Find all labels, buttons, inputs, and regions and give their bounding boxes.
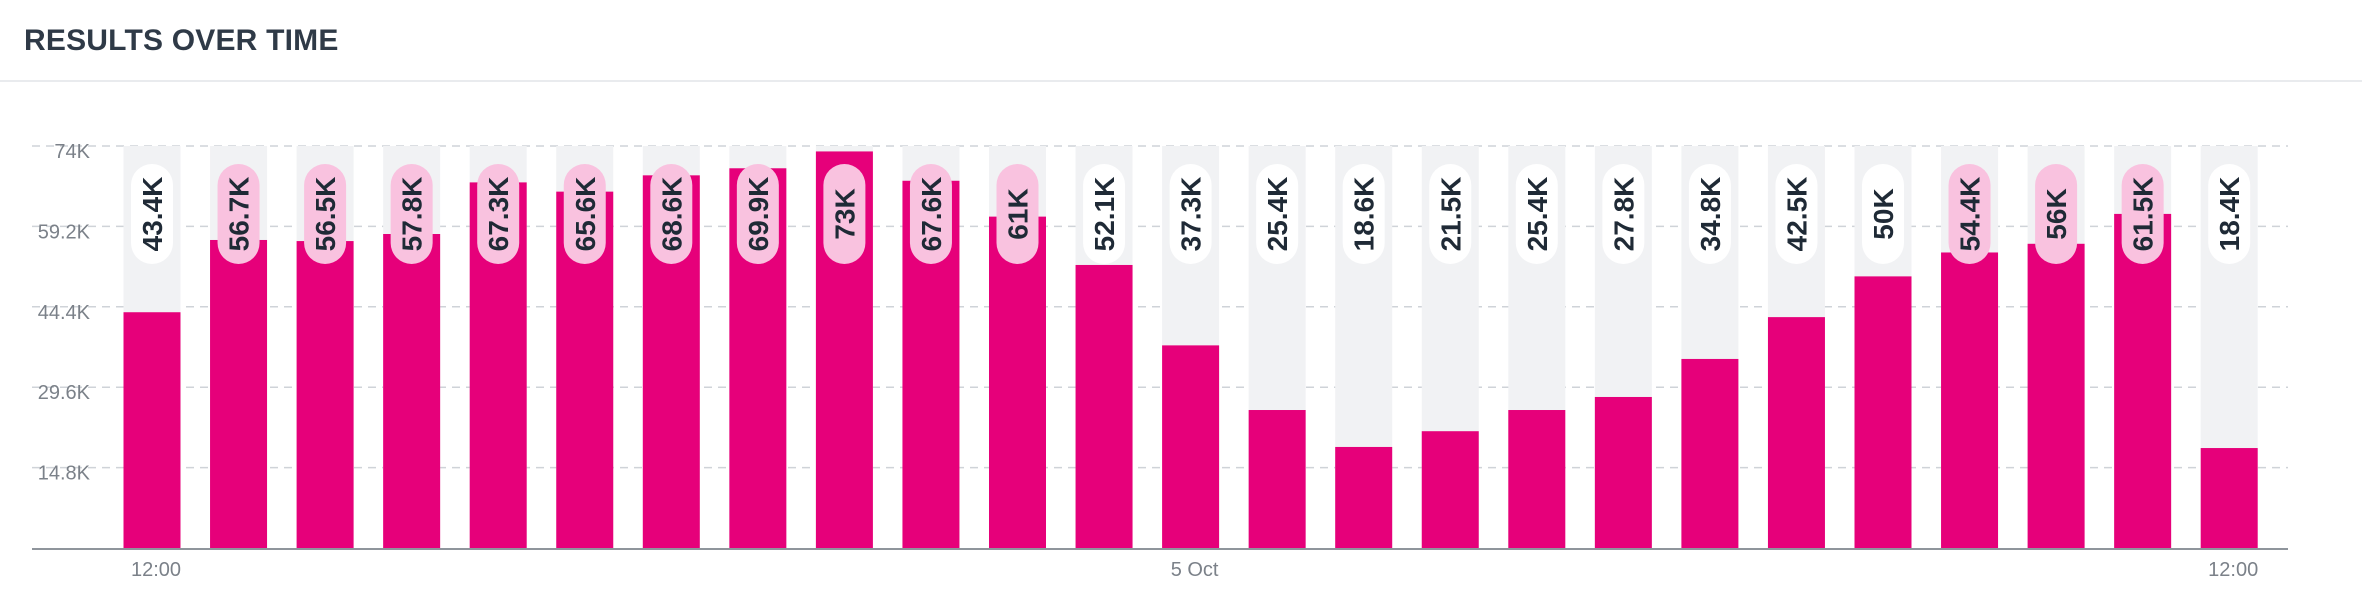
bar[interactable] xyxy=(123,312,181,548)
y-tick-label: 29.6K xyxy=(38,382,91,404)
value-label: 73K xyxy=(829,188,860,239)
bar[interactable] xyxy=(1854,276,1912,548)
bar[interactable] xyxy=(1594,396,1652,548)
value-label: 50K xyxy=(1868,188,1899,239)
x-tick-label: 12:00 xyxy=(2208,559,2258,581)
value-label: 67.3K xyxy=(483,177,514,252)
value-label: 54.4K xyxy=(1955,177,1986,252)
bar[interactable] xyxy=(1681,358,1739,548)
value-label-pill xyxy=(650,164,693,264)
value-label: 52.1K xyxy=(1089,177,1120,252)
bar[interactable] xyxy=(296,241,354,548)
value-label-pill xyxy=(1775,164,1818,264)
value-label-pill xyxy=(2208,164,2251,264)
value-label-pill xyxy=(131,164,173,264)
value-label-pill xyxy=(390,164,433,264)
value-label: 42.5K xyxy=(1781,177,1812,252)
bar[interactable] xyxy=(1162,345,1220,548)
bar[interactable] xyxy=(989,216,1046,548)
value-label-pill xyxy=(1083,164,1126,264)
value-label-pill xyxy=(996,164,1039,264)
results-over-time-chart: 43.4K 56.7K 56.5K 57.8K 67.3K 65.6K 68.6K 69.9K… xyxy=(32,141,2288,581)
value-label: 61K xyxy=(1003,188,1034,239)
bar[interactable] xyxy=(1248,410,1306,548)
value-label: 27.8K xyxy=(1608,177,1639,252)
value-label: 34.8K xyxy=(1695,177,1726,252)
bar[interactable] xyxy=(2200,448,2258,548)
value-label: 18.6K xyxy=(1349,177,1380,252)
value-label: 68.6K xyxy=(656,177,687,252)
value-label-pill xyxy=(1688,164,1731,264)
value-label: 56.5K xyxy=(310,177,341,252)
x-tick-label: 12:00 xyxy=(131,559,181,581)
value-label-pill xyxy=(1342,164,1385,264)
value-label: 18.4K xyxy=(2214,177,2245,252)
value-label-pill xyxy=(1429,164,1472,264)
bar[interactable] xyxy=(1508,410,1566,548)
value-label-pill xyxy=(1948,164,1991,264)
value-label-pill xyxy=(2121,164,2164,264)
value-label: 56K xyxy=(2041,188,2072,239)
value-label-pill xyxy=(477,164,520,264)
value-label: 25.4K xyxy=(1522,177,1553,252)
value-label: 69.9K xyxy=(743,177,774,252)
value-label: 37.3K xyxy=(1176,177,1207,252)
axes: 14.8K 29.6K 44.4K 59.2K 74K 12:00 5 Oct 12:00 xyxy=(32,141,2288,581)
value-label-pill xyxy=(823,164,866,264)
bar[interactable] xyxy=(2114,213,2172,549)
value-label: 43.4K xyxy=(137,177,168,252)
bar[interactable] xyxy=(1767,317,1825,548)
bar[interactable] xyxy=(210,239,268,548)
bar[interactable] xyxy=(383,234,441,548)
y-tick-label: 14.8K xyxy=(38,463,91,485)
y-tick-label: 59.2K xyxy=(38,221,91,243)
bar[interactable] xyxy=(2027,243,2085,548)
value-label: 67.6K xyxy=(916,177,947,252)
value-label-pill xyxy=(1169,164,1212,264)
value-labels: 43.4K 56.7K 56.5K 57.8K 67.3K 65.6K 68.6K 69.9K… xyxy=(131,164,2251,264)
value-label-pill xyxy=(1256,164,1299,264)
value-label: 65.6K xyxy=(570,177,601,252)
value-label-pill xyxy=(736,164,779,264)
value-label-pill xyxy=(1602,164,1645,264)
grid-lines xyxy=(32,145,2288,469)
value-label-pill xyxy=(563,164,606,264)
bar[interactable] xyxy=(1421,431,1479,548)
value-label-pill xyxy=(909,164,952,264)
panel-header: RESULTS OVER TIME xyxy=(0,0,2362,82)
value-label: 61.5K xyxy=(2128,177,2159,252)
y-tick-label: 74K xyxy=(54,141,90,163)
x-tick-label: 5 Oct xyxy=(1171,559,1219,581)
value-label: 56.7K xyxy=(224,177,255,252)
value-label: 21.5K xyxy=(1435,177,1466,252)
value-label-pill xyxy=(217,164,260,264)
value-label: 25.4K xyxy=(1262,177,1293,252)
value-label-pill xyxy=(1862,164,1904,264)
bar[interactable] xyxy=(1941,252,1999,548)
value-label-pill xyxy=(304,164,347,264)
value-label-pill xyxy=(1515,164,1558,264)
bar[interactable] xyxy=(1075,264,1133,548)
bar[interactable] xyxy=(1335,446,1393,548)
value-label-pill xyxy=(2035,164,2078,264)
value-label: 57.8K xyxy=(397,177,428,252)
page-title: RESULTS OVER TIME xyxy=(24,24,339,57)
y-tick-label: 44.4K xyxy=(38,302,91,324)
